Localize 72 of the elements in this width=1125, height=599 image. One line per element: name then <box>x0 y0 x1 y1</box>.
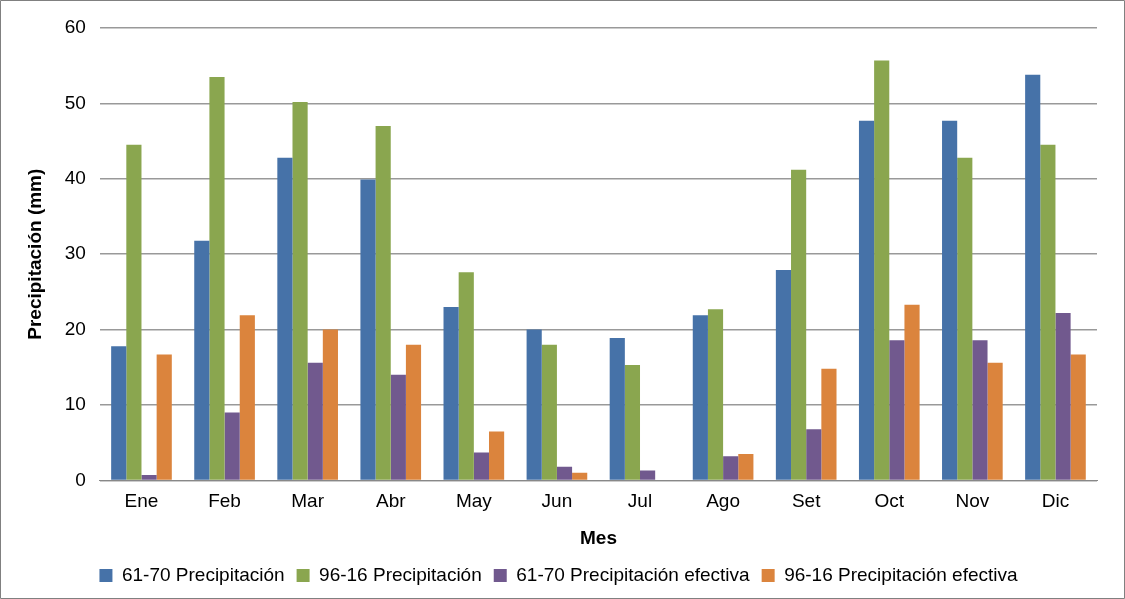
bar <box>375 126 391 480</box>
x-tick-label: Mar <box>291 490 325 512</box>
y-axis-title: Precipitación (mm) <box>23 168 45 340</box>
x-tick-label: Jul <box>627 490 653 512</box>
x-tick-label: Jun <box>541 490 573 512</box>
bar <box>972 340 988 480</box>
bar <box>526 329 542 480</box>
bar <box>738 454 754 480</box>
bar <box>904 304 920 480</box>
bar <box>775 270 792 480</box>
bar <box>473 452 489 480</box>
x-tick-label: Ene <box>124 490 159 512</box>
bar <box>239 315 255 480</box>
bar <box>624 365 641 480</box>
bar <box>889 340 905 480</box>
bar <box>360 179 376 480</box>
x-tick-label: Oct <box>874 490 905 512</box>
x-tick-label: Dic <box>1041 490 1070 512</box>
bar <box>806 429 822 480</box>
bar <box>443 306 459 480</box>
y-tick-label: 30 <box>64 242 86 264</box>
bar <box>987 362 1003 480</box>
bar <box>126 144 142 480</box>
legend-label: 96-16 Precipitación <box>319 563 482 585</box>
bar <box>1025 74 1041 480</box>
bar <box>874 60 890 480</box>
x-tick-label: May <box>455 490 493 512</box>
bar <box>572 472 588 480</box>
x-tick-label: Nov <box>955 490 990 512</box>
bar <box>307 362 323 480</box>
bar <box>141 475 157 480</box>
bar <box>609 337 625 480</box>
bar <box>821 368 837 480</box>
legend-label: 61-70 Precipitación efectiva <box>516 563 751 585</box>
bar <box>957 157 973 480</box>
bar <box>640 470 656 480</box>
x-tick-label: Set <box>791 490 822 512</box>
bar <box>1040 144 1056 480</box>
bar <box>541 344 557 480</box>
bar <box>111 346 127 480</box>
bar <box>707 309 724 480</box>
legend-label: 96-16 Precipitación efectiva <box>784 563 1018 585</box>
y-tick-label: 40 <box>64 167 86 189</box>
bar <box>458 272 474 480</box>
x-tick-label: Abr <box>375 490 407 512</box>
y-tick-label: 60 <box>64 16 86 38</box>
bar <box>209 77 225 480</box>
y-tick-label: 0 <box>75 468 86 490</box>
y-tick-label: 10 <box>64 393 86 415</box>
y-tick-label: 50 <box>64 91 86 113</box>
bar <box>723 456 739 480</box>
bar <box>858 120 875 480</box>
bar <box>322 329 338 480</box>
bar <box>277 157 293 480</box>
bar <box>489 431 505 480</box>
legend-label: 61-70 Precipitación <box>121 563 285 585</box>
bar <box>390 374 406 480</box>
bar <box>791 169 807 480</box>
bar <box>156 354 172 480</box>
bar <box>1055 313 1071 480</box>
x-axis-title: Mes <box>579 526 617 548</box>
x-tick-label: Ago <box>706 490 741 512</box>
bar <box>405 344 422 480</box>
bar <box>194 240 210 480</box>
bar <box>224 412 240 480</box>
bar <box>556 466 573 480</box>
bar <box>692 315 708 480</box>
bar <box>1070 354 1086 480</box>
bar <box>292 101 308 480</box>
x-tick-label: Feb <box>208 490 241 512</box>
y-tick-label: 20 <box>64 317 86 339</box>
bar <box>942 120 958 480</box>
